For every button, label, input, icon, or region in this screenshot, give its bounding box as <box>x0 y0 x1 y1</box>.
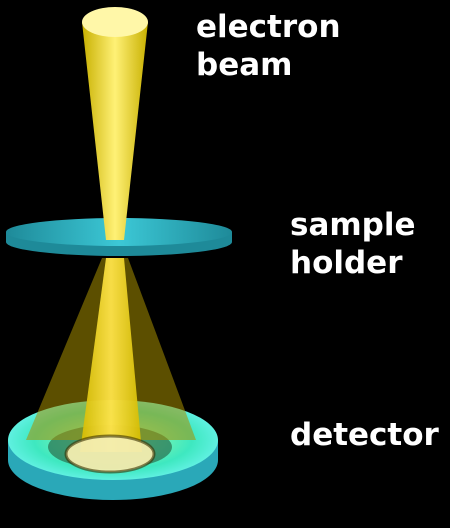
transmitted-beam <box>80 258 142 452</box>
sample-holder-label: sample holder <box>290 206 416 282</box>
electron-beam <box>82 22 148 240</box>
detector-central-spot <box>66 436 154 472</box>
electron-beam-top <box>82 7 148 37</box>
sample-holder-label-line-1: sample <box>290 207 416 243</box>
electron-beam-label: electron beam <box>196 8 341 84</box>
sample-holder-label-line-2: holder <box>290 245 403 281</box>
detector-label: detector <box>290 417 439 453</box>
electron-beam-label-line-1: electron <box>196 9 341 45</box>
electron-beam-label-line-2: beam <box>196 47 293 83</box>
